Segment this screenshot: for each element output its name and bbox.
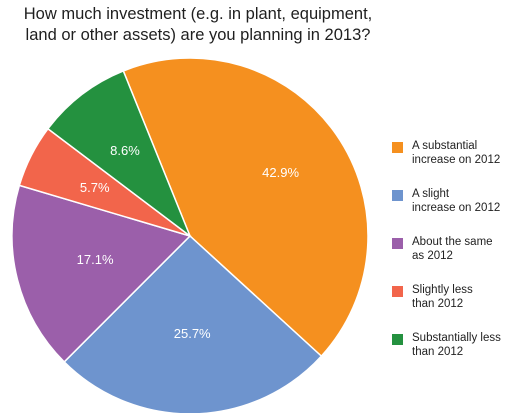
chart-legend: A substantial increase on 2012 A slight … xyxy=(392,139,510,379)
pie-slices xyxy=(11,57,369,413)
pie-slice xyxy=(46,69,192,239)
legend-item-about-same: About the same as 2012 xyxy=(392,235,510,283)
pie-slice-label: 25.7% xyxy=(174,326,211,341)
pie-slice-label: 42.9% xyxy=(262,165,299,180)
chart-title-line-1: How much investment (e.g. in plant, equi… xyxy=(23,5,373,23)
legend-swatch xyxy=(392,334,403,345)
chart-title: How much investment (e.g. in plant, equi… xyxy=(8,4,388,46)
legend-label: Substantially less than 2012 xyxy=(412,332,501,358)
pie-slice-label: 17.1% xyxy=(77,252,114,267)
chart-title-line-2: land or other assets) are you planning i… xyxy=(25,26,371,44)
legend-label: A slight increase on 2012 xyxy=(412,188,501,214)
legend-item-substantially-less: Substantially less than 2012 xyxy=(392,331,510,379)
legend-item-slight-increase: A slight increase on 2012 xyxy=(392,187,510,235)
pie-labels: 42.9% 25.7% 17.1% 5.7% 8.6% xyxy=(77,143,300,341)
legend-swatch xyxy=(392,190,403,201)
pie-slice xyxy=(122,57,369,358)
legend-item-substantial-increase: A substantial increase on 2012 xyxy=(392,139,510,187)
legend-label: A substantial increase on 2012 xyxy=(412,140,501,166)
pie-slice-label: 8.6% xyxy=(110,143,140,158)
pie-slice-label: 5.7% xyxy=(80,180,110,195)
pie-slice xyxy=(63,234,323,413)
legend-swatch xyxy=(392,238,403,249)
legend-item-slightly-less: Slightly less than 2012 xyxy=(392,283,510,331)
legend-swatch xyxy=(392,286,403,297)
legend-swatch xyxy=(392,142,403,153)
pie-slice xyxy=(11,184,192,364)
legend-label: Slightly less than 2012 xyxy=(412,284,473,310)
legend-label: About the same as 2012 xyxy=(412,236,493,262)
